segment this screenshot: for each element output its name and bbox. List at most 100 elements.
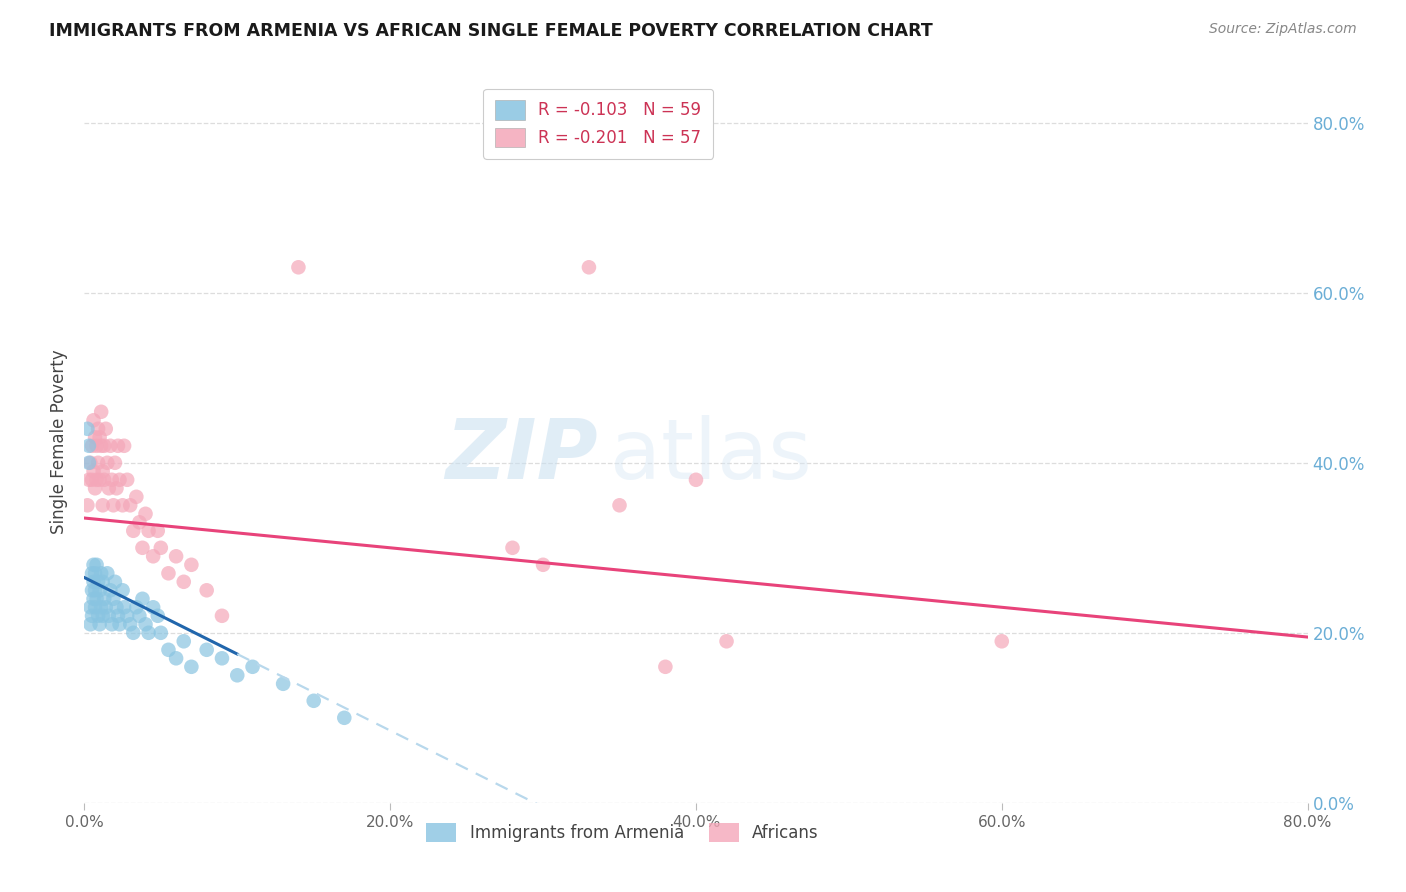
Point <box>87 422 110 436</box>
Point <box>80 439 103 453</box>
Point <box>165 549 187 564</box>
Point <box>578 260 600 275</box>
Point <box>104 574 127 589</box>
Point <box>84 566 107 581</box>
Point <box>146 524 169 538</box>
Point <box>502 541 524 555</box>
Legend: R = -0.103   N = 59, R = -0.201   N = 57: R = -0.103 N = 59, R = -0.201 N = 57 <box>484 88 713 159</box>
Point <box>609 498 631 512</box>
Point <box>96 456 118 470</box>
Point <box>83 591 105 606</box>
Point <box>89 430 111 444</box>
Point <box>115 608 138 623</box>
Point <box>90 405 112 419</box>
Point <box>91 498 114 512</box>
Point <box>93 439 115 453</box>
Point <box>120 498 142 512</box>
Point <box>135 507 157 521</box>
Point <box>138 524 160 538</box>
Point <box>91 574 114 589</box>
Point <box>103 498 125 512</box>
Point <box>112 600 135 615</box>
Point <box>128 516 150 530</box>
Point <box>531 558 554 572</box>
Point <box>173 574 195 589</box>
Point <box>77 439 100 453</box>
Point <box>87 608 110 623</box>
Point <box>195 642 218 657</box>
Point <box>128 608 150 623</box>
Point <box>120 617 142 632</box>
Point <box>94 600 117 615</box>
Point <box>122 625 145 640</box>
Point <box>77 473 100 487</box>
Point <box>108 617 131 632</box>
Point <box>90 600 112 615</box>
Point <box>83 558 105 572</box>
Point <box>96 566 118 581</box>
Point <box>76 422 98 436</box>
Point <box>94 422 117 436</box>
Point <box>149 625 172 640</box>
Point <box>104 456 127 470</box>
Point <box>122 524 145 538</box>
Point <box>180 660 202 674</box>
Point <box>79 456 101 470</box>
Point <box>93 473 115 487</box>
Point <box>83 464 105 478</box>
Point <box>80 583 103 598</box>
Point <box>77 456 100 470</box>
Point <box>125 490 148 504</box>
Point <box>115 473 138 487</box>
Point <box>165 651 187 665</box>
Point <box>125 600 148 615</box>
Point <box>84 583 107 598</box>
Point <box>90 439 112 453</box>
Point <box>86 439 108 453</box>
Point <box>79 617 101 632</box>
Point <box>716 634 738 648</box>
Point <box>108 473 131 487</box>
Point <box>112 439 135 453</box>
Point <box>242 660 264 674</box>
Point <box>83 574 105 589</box>
Point <box>195 583 218 598</box>
Point <box>271 677 294 691</box>
Point <box>149 541 172 555</box>
Point <box>87 574 110 589</box>
Point <box>90 566 112 581</box>
Point <box>333 711 356 725</box>
Point <box>138 625 160 640</box>
Point <box>89 617 111 632</box>
Point <box>135 617 157 632</box>
Point <box>80 566 103 581</box>
Point <box>86 473 108 487</box>
Point <box>84 481 107 495</box>
Point <box>80 473 103 487</box>
Point <box>685 473 707 487</box>
Point <box>83 413 105 427</box>
Point <box>89 473 111 487</box>
Point <box>98 583 121 598</box>
Point <box>97 481 120 495</box>
Point <box>146 608 169 623</box>
Point <box>84 430 107 444</box>
Point <box>79 600 101 615</box>
Text: Source: ZipAtlas.com: Source: ZipAtlas.com <box>1209 22 1357 37</box>
Text: IMMIGRANTS FROM ARMENIA VS AFRICAN SINGLE FEMALE POVERTY CORRELATION CHART: IMMIGRANTS FROM ARMENIA VS AFRICAN SINGL… <box>49 22 934 40</box>
Point <box>111 498 134 512</box>
Point <box>97 608 120 623</box>
Point <box>211 651 233 665</box>
Point <box>211 608 233 623</box>
Point <box>91 608 114 623</box>
Point <box>107 608 129 623</box>
Point <box>93 591 115 606</box>
Point <box>86 591 108 606</box>
Point <box>91 464 114 478</box>
Point <box>107 439 129 453</box>
Point <box>89 583 111 598</box>
Point <box>80 608 103 623</box>
Text: atlas: atlas <box>610 416 813 497</box>
Point <box>287 260 309 275</box>
Point <box>173 634 195 648</box>
